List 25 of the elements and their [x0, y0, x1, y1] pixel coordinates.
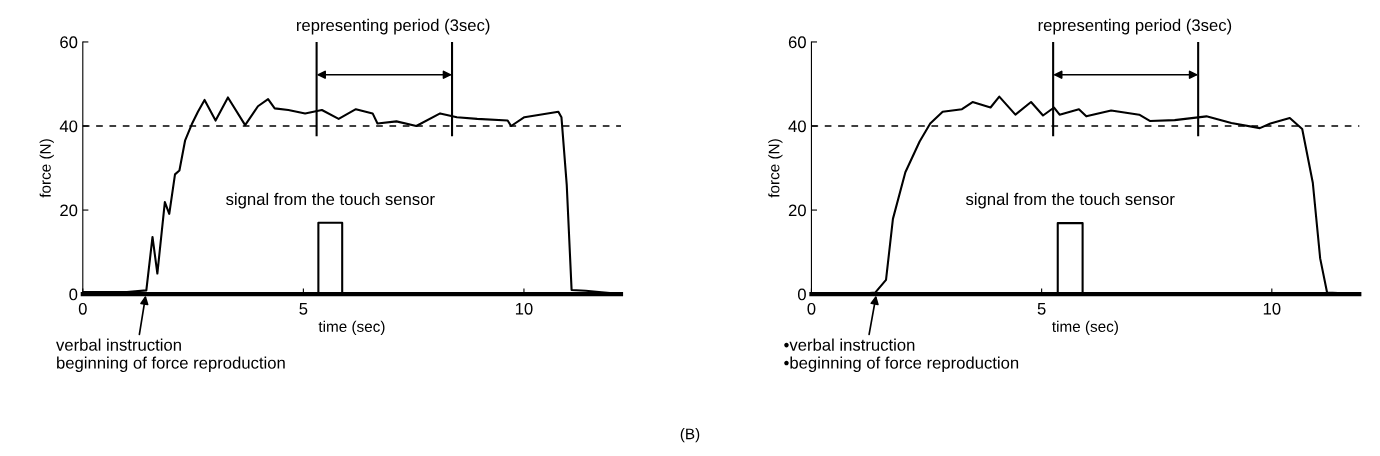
x-tick-label: 10 [515, 302, 533, 315]
annotation: verbal instruction beginning of force reproduction [56, 338, 285, 373]
x-tick-label: 5 [1037, 303, 1046, 315]
y-tick-label: 0 [69, 288, 78, 301]
y-tick-label: 20 [60, 204, 78, 217]
y-tick-label: 40 [788, 120, 806, 133]
y-tick-label: 60 [60, 36, 78, 49]
x-tick-label: 0 [78, 302, 87, 315]
text: representing period (3sec) [1038, 18, 1232, 35]
y-axis-title: force (N) [39, 139, 54, 198]
x-axis-title: time (sec) [1052, 320, 1118, 335]
text: (B) [680, 428, 700, 443]
x-tick-label: 10 [1263, 302, 1281, 315]
y-tick-label: 0 [797, 288, 806, 301]
annotation: signal from the touch sensor [965, 192, 1175, 209]
x-tick-label: 0 [807, 302, 816, 315]
annotation: •verbal instruction •beginning of force reproduction [784, 338, 1019, 373]
y-tick-label: 40 [59, 120, 78, 133]
x-axis-title: time (sec) [318, 320, 385, 335]
text: representing period (3sec) [296, 18, 490, 35]
annotation: signal from the touch sensor [226, 192, 435, 209]
y-tick-label: 60 [788, 36, 806, 49]
x-tick-label: 5 [299, 303, 308, 315]
y-axis-title: force (N) [768, 139, 783, 198]
y-tick-label: 20 [788, 204, 806, 217]
